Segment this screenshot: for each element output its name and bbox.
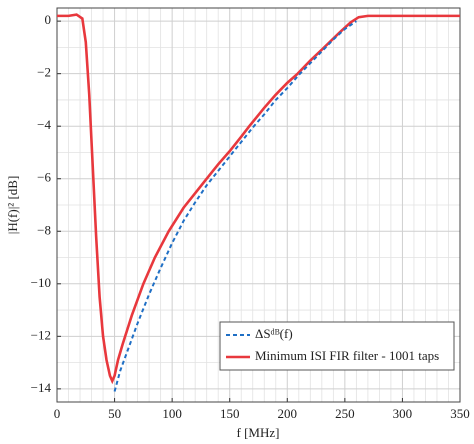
x-tick-label: 350 [450, 406, 470, 421]
x-tick-label: 250 [335, 406, 355, 421]
y-tick-label: −12 [31, 327, 51, 342]
y-axis-label: |H(f)|² [dB] [5, 176, 20, 235]
y-tick-label: −6 [37, 170, 51, 185]
x-tick-label: 100 [162, 406, 182, 421]
y-tick-label: 0 [45, 12, 52, 27]
legend-box [219, 321, 455, 371]
line-series [57, 13, 460, 385]
legend-label: Minimum ISI FIR filter - 1001 taps [255, 348, 439, 363]
x-tick-label: 0 [54, 406, 61, 421]
x-tick-label: 300 [393, 406, 413, 421]
x-axis-label: f [MHz] [237, 425, 280, 440]
y-tick-label: −10 [31, 275, 51, 290]
plot-frame [56, 7, 461, 403]
legend-label: ΔSᵈᴮ(f) [255, 326, 293, 341]
y-tick-label: −4 [37, 117, 51, 132]
line-series [113, 20, 357, 392]
x-tick-label: 200 [278, 406, 298, 421]
y-tick-label: −14 [31, 380, 52, 395]
y-tick-label: −8 [37, 222, 51, 237]
y-tick-label: −2 [37, 65, 51, 80]
x-tick-label: 50 [108, 406, 121, 421]
x-tick-label: 150 [220, 406, 240, 421]
